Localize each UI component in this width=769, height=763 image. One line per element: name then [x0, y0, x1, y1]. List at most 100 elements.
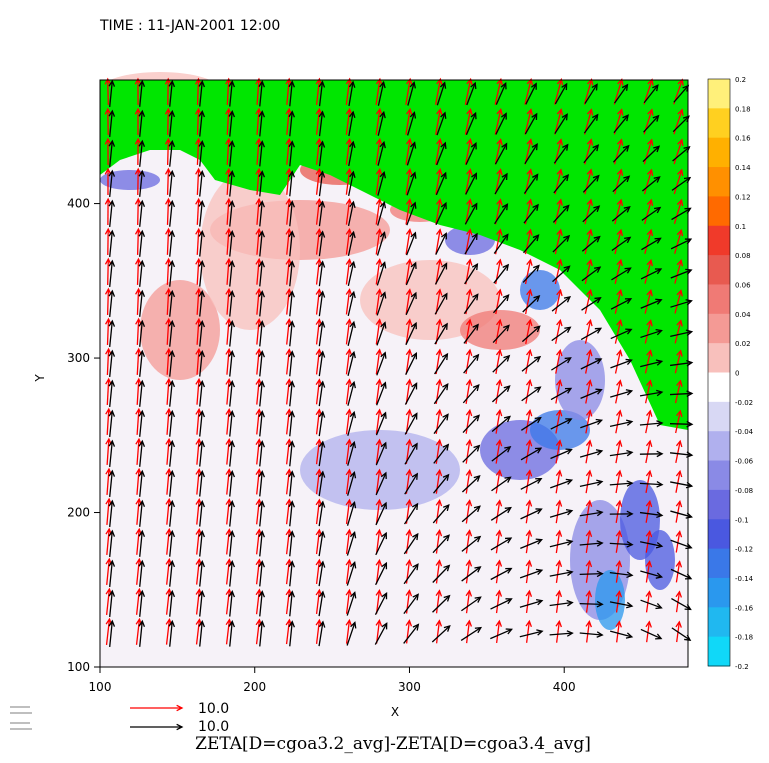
vector-red-329 [614, 258, 623, 284]
chart-title: ZETA[D=cgoa3.2_avg]-ZETA[D=cgoa3.4_avg] [195, 734, 591, 754]
vector-black-291 [552, 265, 571, 283]
vector-red-279 [525, 469, 533, 494]
vector-red-356 [645, 499, 653, 523]
colorbar-swatch-1 [708, 108, 730, 139]
vector-red-247 [494, 77, 503, 105]
vector-black-69 [198, 439, 206, 467]
vector-black-354 [639, 450, 664, 458]
vector-black-304 [584, 83, 598, 104]
vector-black-141 [318, 320, 326, 347]
vector-black-162 [347, 380, 356, 406]
vector-black-124 [288, 380, 296, 407]
vector-black-248 [495, 112, 507, 135]
vector-black-20 [138, 109, 146, 137]
vector-red-136 [315, 167, 323, 195]
vector-black-156 [347, 200, 356, 227]
vector-red-2 [104, 137, 112, 166]
vector-black-174 [377, 170, 387, 196]
vector-red-156 [345, 197, 353, 225]
vector-red-178 [375, 288, 383, 315]
vector-black-128 [288, 500, 296, 527]
vector-red-19 [134, 77, 142, 106]
vector-black-175 [377, 201, 387, 226]
vector-red-290 [554, 228, 563, 255]
vector-red-189 [375, 619, 383, 644]
vector-black-11 [108, 409, 116, 437]
vector-red-11 [105, 407, 112, 436]
vector-red-223 [435, 498, 443, 524]
vector-red-152 [345, 77, 353, 105]
vector-black-94 [228, 620, 236, 647]
vector-black-344 [642, 145, 661, 163]
vector-black-353 [639, 420, 664, 427]
vector-black-284 [519, 629, 544, 638]
vector-red-334 [615, 409, 623, 434]
vector-black-146 [318, 470, 326, 497]
vector-black-77 [228, 110, 236, 137]
vector-black-321 [579, 600, 604, 608]
vector-black-350 [640, 328, 663, 339]
vector-black-355 [639, 481, 664, 488]
vector-black-135 [318, 140, 326, 167]
vector-black-71 [198, 499, 206, 527]
vector-red-114 [285, 77, 293, 106]
vector-black-182 [375, 411, 387, 436]
plot-frame [99, 79, 689, 668]
vector-black-216 [434, 292, 448, 315]
vector-black-103 [258, 320, 266, 347]
vector-red-296 [555, 409, 563, 434]
vector-black-27 [138, 319, 146, 347]
vector-black-110 [258, 530, 266, 557]
colorbar-label-1: 0.18 [735, 105, 751, 113]
vector-red-291 [554, 258, 563, 285]
vector-black-193 [406, 171, 417, 196]
vector-black-238 [462, 384, 480, 404]
vector-black-274 [521, 325, 541, 343]
vector-red-135 [315, 137, 323, 165]
vector-red-174 [375, 167, 383, 195]
vector-red-139 [315, 258, 323, 285]
y-tick-label-2: 300 [67, 351, 90, 365]
vector-red-283 [525, 589, 533, 614]
vector-black-12 [108, 439, 116, 467]
colorbar-label-12: -0.04 [735, 428, 754, 436]
vector-black-326 [612, 175, 631, 193]
colorbar-label-18: -0.16 [735, 604, 754, 612]
vector-red-48 [165, 377, 172, 405]
vector-black-126 [288, 440, 296, 467]
vector-black-246 [460, 626, 483, 641]
vector-black-311 [581, 297, 602, 311]
vector-black-296 [550, 418, 573, 430]
colorbar-label-19: -0.18 [735, 634, 753, 642]
vector-black-147 [318, 500, 326, 527]
vector-black-213 [435, 201, 447, 226]
vector-black-107 [258, 440, 266, 467]
vector-black-184 [375, 471, 387, 496]
vector-black-205 [403, 532, 419, 555]
vector-red-211 [435, 137, 443, 165]
vector-black-207 [403, 593, 419, 614]
vector-red-6 [104, 257, 112, 286]
vector-black-97 [258, 140, 266, 167]
vector-red-374 [675, 469, 683, 493]
vector-red-97 [255, 137, 262, 165]
vector-red-42 [165, 197, 172, 225]
plot-area [99, 72, 694, 668]
vector-black-234 [464, 262, 479, 285]
vector-black-180 [376, 351, 387, 376]
vector-red-348 [644, 258, 653, 284]
vector-red-295 [555, 379, 563, 404]
vector-red-200 [405, 378, 413, 405]
vector-red-365 [673, 198, 684, 225]
vector-black-315 [580, 418, 604, 429]
vector-black-91 [228, 530, 236, 557]
vector-red-57 [194, 77, 202, 106]
vector-black-72 [198, 529, 206, 557]
vector-black-320 [579, 570, 604, 578]
vector-black-262 [490, 537, 513, 551]
vector-black-267 [524, 112, 538, 135]
vector-black-115 [288, 110, 296, 137]
vector-black-346 [641, 206, 662, 221]
vector-red-167 [345, 528, 353, 554]
vector-black-28 [138, 349, 146, 377]
